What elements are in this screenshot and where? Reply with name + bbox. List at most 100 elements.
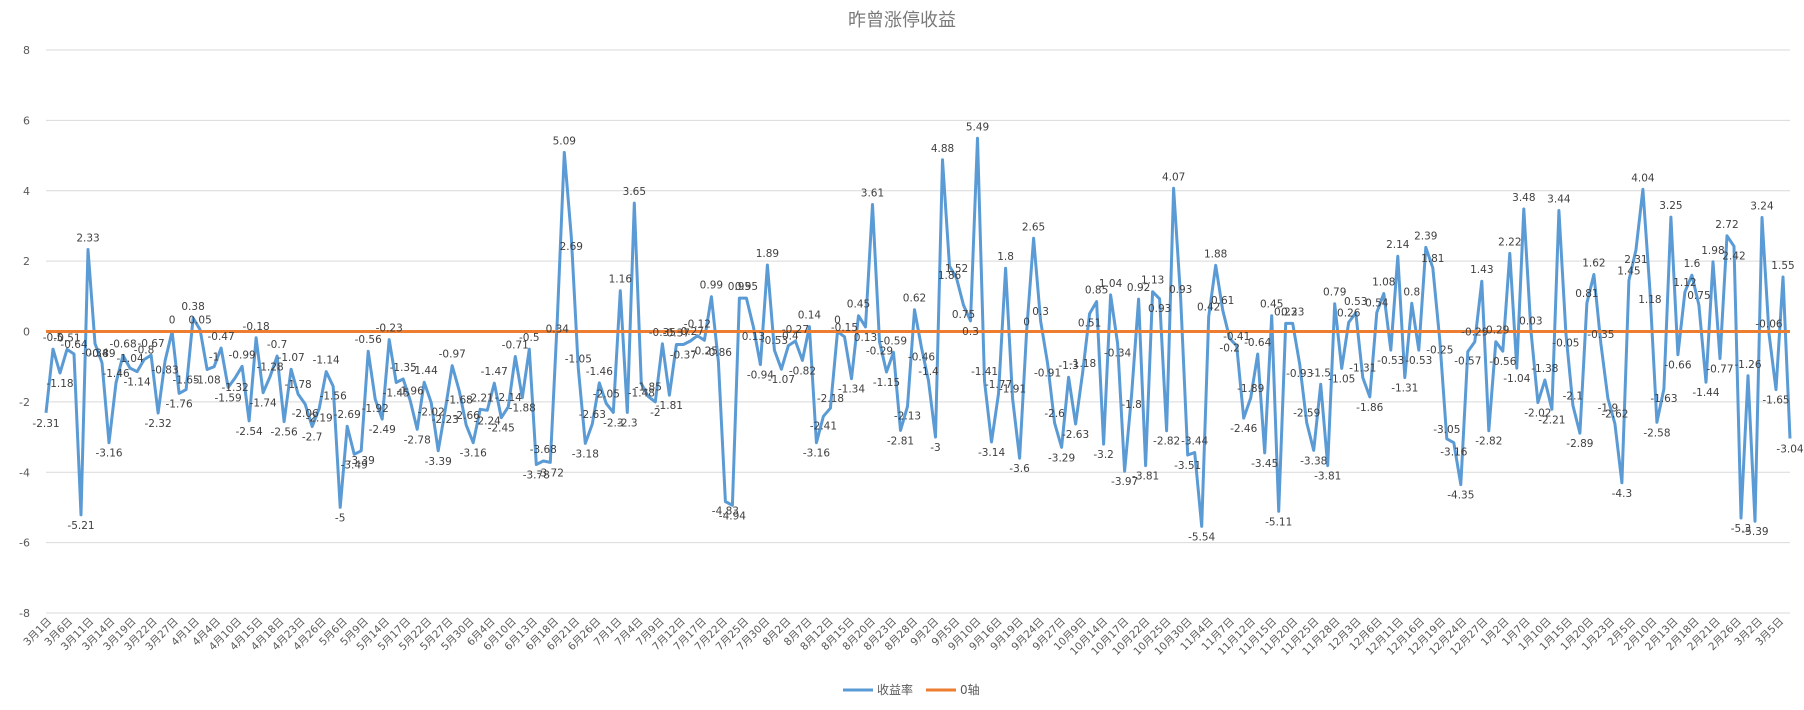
- data-label: 2.72: [1715, 219, 1738, 231]
- data-label: -1.8: [1121, 399, 1142, 411]
- data-label: -2.41: [810, 420, 837, 432]
- data-label: -2.05: [593, 389, 620, 401]
- data-label: -1: [209, 352, 219, 364]
- y-tick-label: 0: [23, 326, 30, 339]
- data-label: -3.16: [803, 448, 830, 460]
- data-label: 0.62: [903, 293, 926, 305]
- data-label: -1.08: [194, 375, 221, 387]
- data-label: -2.02: [418, 407, 445, 419]
- y-tick-label: -6: [19, 537, 30, 550]
- data-label: -1.96: [397, 385, 424, 397]
- data-label: 1.62: [1582, 257, 1605, 269]
- data-label: -3.18: [572, 448, 599, 460]
- data-label: 0.03: [1519, 315, 1542, 327]
- data-label: 0.54: [1365, 297, 1389, 309]
- data-label: 5.09: [553, 135, 576, 147]
- data-label: -5.21: [67, 520, 94, 532]
- data-labels: -2.31-0.5-1.18-0.51-0.64-5.212.33-0.34-0…: [32, 121, 1803, 543]
- y-tick-label: -8: [19, 607, 30, 620]
- data-label: 1.86: [938, 270, 962, 282]
- data-label: 0.14: [798, 310, 822, 322]
- data-label: -0.41: [1223, 331, 1250, 343]
- data-label: 2.33: [76, 233, 99, 245]
- data-label: -0.05: [1552, 337, 1579, 349]
- data-label: -0.56: [355, 334, 382, 346]
- data-label: -4.35: [1447, 490, 1474, 502]
- data-label: 5.49: [966, 121, 989, 133]
- data-label: 1.98: [1701, 245, 1724, 257]
- data-label: -1.78: [285, 379, 312, 391]
- data-label: -0.83: [151, 365, 178, 377]
- data-label: -2.46: [1230, 423, 1257, 435]
- data-label: -2.63: [579, 409, 606, 421]
- data-label: -0.46: [908, 352, 935, 364]
- data-label: -0.06: [1755, 319, 1782, 331]
- data-label: 3.48: [1512, 192, 1535, 204]
- data-label: 3.61: [861, 187, 884, 199]
- data-label: 0.13: [854, 332, 877, 344]
- data-label: -0.57: [1454, 356, 1481, 368]
- data-label: -4.94: [719, 510, 746, 522]
- data-label: 1.18: [1638, 294, 1661, 306]
- data-label: -1.74: [250, 398, 277, 410]
- data-label: -2.81: [887, 435, 914, 447]
- data-label: -2.3: [617, 417, 638, 429]
- data-label: 2.42: [1722, 250, 1745, 262]
- data-label: 0.93: [1148, 303, 1171, 315]
- data-label: -0.47: [208, 331, 235, 343]
- data-label: 1.45: [1617, 265, 1640, 277]
- data-label: -2.58: [1643, 427, 1670, 439]
- data-label: -1.05: [1328, 373, 1355, 385]
- data-label: -3: [930, 442, 940, 454]
- data-label: -0.18: [243, 321, 270, 333]
- data-label: -2.63: [1062, 429, 1089, 441]
- data-label: -2.56: [271, 427, 298, 439]
- data-label: -5.11: [1265, 516, 1292, 528]
- data-label: -0.37: [670, 350, 697, 362]
- data-label: -1.65: [1762, 395, 1789, 407]
- data-label: -0.35: [649, 327, 676, 339]
- data-label: -2.18: [817, 393, 844, 405]
- data-label: 0.99: [700, 280, 723, 292]
- data-label: -1.85: [635, 382, 662, 394]
- data-label: -1.5: [1310, 367, 1331, 379]
- data-label: -0.35: [1587, 329, 1614, 341]
- data-label: 0: [1023, 317, 1030, 329]
- data-label: -0.86: [705, 347, 732, 359]
- data-label: 0.23: [1281, 306, 1304, 318]
- data-label: -1.14: [313, 355, 340, 367]
- data-label: -1.59: [215, 392, 242, 404]
- data-label: 2.39: [1414, 230, 1437, 242]
- data-label: -1.18: [1069, 358, 1096, 370]
- data-label: -1.31: [1391, 383, 1418, 395]
- data-label: -1.07: [768, 374, 795, 386]
- legend[interactable]: 收益率 0轴: [843, 682, 980, 697]
- data-label: -1.48: [628, 388, 655, 400]
- legend-label: 收益率: [877, 682, 913, 697]
- data-label: 2.22: [1498, 236, 1521, 248]
- data-label: 3.25: [1659, 200, 1682, 212]
- data-label: -3.81: [1314, 471, 1341, 483]
- data-label: -3.78: [523, 470, 550, 482]
- data-label: -2.24: [474, 415, 501, 427]
- data-label: -0.51: [53, 332, 80, 344]
- data-label: -1.88: [509, 403, 536, 415]
- data-label: -1.63: [1650, 393, 1677, 405]
- data-label: -1.46: [102, 368, 129, 380]
- data-label: 1.04: [1099, 278, 1123, 290]
- data-label: -2: [650, 407, 660, 419]
- data-label: 0.75: [1687, 290, 1710, 302]
- data-label: -3.6: [1009, 463, 1030, 475]
- data-label: 0: [169, 315, 176, 327]
- data-label: -2.62: [1601, 409, 1628, 421]
- data-label: 2.14: [1386, 239, 1410, 251]
- y-axis: -8 -6 -4 -2 0 2 4 6 8: [19, 44, 30, 620]
- data-label: -3.44: [1181, 436, 1208, 448]
- data-label: -3.39: [425, 456, 452, 468]
- y-tick-label: 4: [23, 185, 30, 198]
- data-label: 0.3: [1032, 306, 1049, 318]
- series-line-收益率: [44, 136, 1792, 528]
- data-label: -0.37: [663, 328, 690, 340]
- data-label: -0.94: [747, 370, 774, 382]
- data-label: -3.29: [1048, 452, 1075, 464]
